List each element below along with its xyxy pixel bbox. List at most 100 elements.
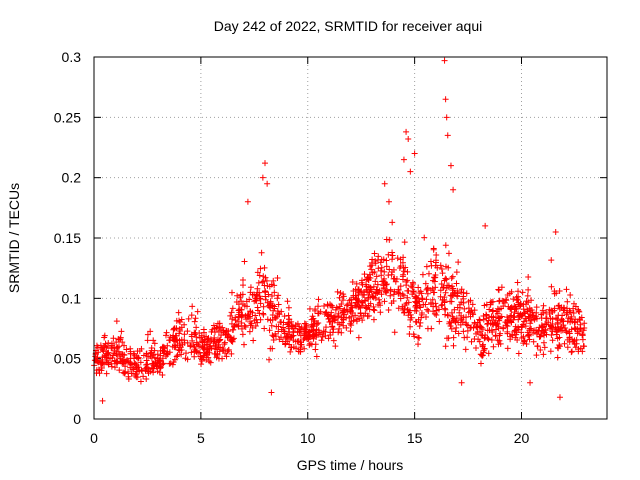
data-point: [154, 368, 161, 375]
data-point: [438, 265, 445, 272]
data-point: [331, 317, 338, 324]
data-point: [308, 316, 315, 323]
data-point: [254, 307, 261, 314]
data-point: [350, 317, 357, 324]
data-point: [420, 301, 427, 308]
data-point: [390, 291, 397, 298]
data-point: [157, 352, 164, 359]
data-point: [228, 309, 235, 316]
data-point: [400, 292, 407, 299]
data-point: [515, 301, 522, 308]
data-point: [530, 338, 537, 345]
data-point: [262, 288, 269, 295]
data-point: [271, 289, 278, 296]
data-point: [179, 341, 186, 348]
data-point: [543, 309, 550, 316]
data-point: [199, 343, 206, 350]
data-point: [371, 250, 378, 257]
data-point: [526, 305, 533, 312]
data-point: [383, 289, 390, 296]
data-point: [303, 322, 310, 329]
data-point: [493, 308, 500, 315]
data-point: [504, 292, 511, 299]
data-point: [95, 366, 102, 373]
data-point: [307, 340, 314, 347]
data-point: [208, 345, 215, 352]
data-point: [98, 367, 105, 374]
data-point: [570, 305, 577, 312]
data-point: [451, 306, 458, 313]
data-point: [467, 308, 474, 315]
data-point: [390, 298, 397, 305]
data-point: [464, 334, 471, 341]
data-point: [358, 299, 365, 306]
data-point: [404, 268, 411, 275]
data-point: [524, 308, 531, 315]
data-point: [269, 332, 276, 339]
data-point: [288, 344, 295, 351]
data-point: [548, 283, 555, 290]
data-point: [539, 307, 546, 314]
data-point: [229, 305, 236, 312]
data-point: [478, 332, 485, 339]
grid-lines: [94, 57, 607, 419]
data-point: [246, 328, 253, 335]
data-point: [314, 310, 321, 317]
data-point: [170, 337, 177, 344]
data-point: [449, 313, 456, 320]
data-point: [234, 292, 241, 299]
data-point: [268, 293, 275, 300]
data-point: [301, 335, 308, 342]
data-point: [454, 293, 461, 300]
data-point: [285, 312, 292, 319]
data-point: [178, 324, 185, 331]
data-point: [465, 298, 472, 305]
data-point: [442, 275, 449, 282]
data-point: [408, 314, 415, 321]
data-point: [99, 397, 106, 404]
data-point: [347, 308, 354, 315]
data-point: [268, 322, 275, 329]
data-point: [521, 318, 528, 325]
data-point: [266, 283, 273, 290]
data-point: [424, 290, 431, 297]
data-point: [130, 366, 137, 373]
data-point: [531, 315, 538, 322]
data-point: [361, 271, 368, 278]
data-point: [237, 291, 244, 298]
data-point: [549, 337, 556, 344]
data-point: [339, 297, 346, 304]
data-point: [221, 341, 228, 348]
data-point: [191, 329, 198, 336]
data-point: [470, 311, 477, 318]
data-point: [452, 318, 459, 325]
data-point: [458, 317, 465, 324]
data-point: [482, 334, 489, 341]
data-point: [498, 305, 505, 312]
data-point: [495, 287, 502, 294]
data-point: [240, 282, 247, 289]
data-point: [285, 331, 292, 338]
data-point: [140, 373, 147, 380]
data-point: [313, 326, 320, 333]
data-point: [201, 349, 208, 356]
data-point: [325, 316, 332, 323]
data-point: [564, 344, 571, 351]
data-point: [325, 335, 332, 342]
data-point: [316, 329, 323, 336]
data-point: [571, 325, 578, 332]
data-point: [256, 289, 263, 296]
data-point: [174, 352, 181, 359]
data-point: [347, 328, 354, 335]
data-point: [415, 334, 422, 341]
data-point: [563, 327, 570, 334]
data-point: [151, 347, 158, 354]
data-point: [301, 345, 308, 352]
data-point: [336, 294, 343, 301]
data-point: [540, 351, 547, 358]
y-tick-label: 0.1: [62, 290, 82, 306]
data-point: [385, 272, 392, 279]
data-point: [387, 287, 394, 294]
data-point: [363, 305, 370, 312]
data-point: [571, 337, 578, 344]
